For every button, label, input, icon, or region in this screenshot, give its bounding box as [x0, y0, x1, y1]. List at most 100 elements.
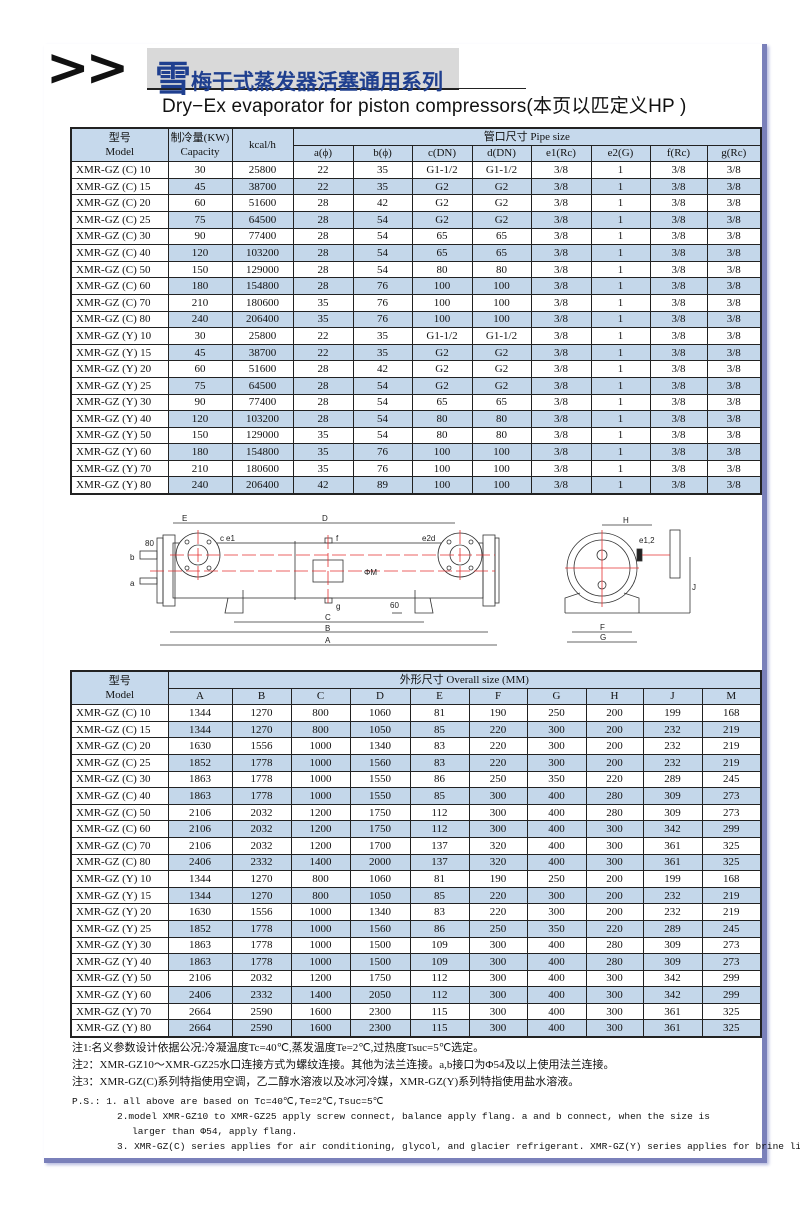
- value-cell: 76: [352, 310, 413, 329]
- model-header: 型号 Model: [70, 670, 169, 706]
- table-row: XMR-GZ (C) 25 1852 1778 1000 1560 83 220 300 200…: [70, 753, 762, 772]
- value-cell: 81: [409, 704, 470, 722]
- column-header: E: [409, 687, 470, 706]
- model-cell: XMR-GZ (C) 10: [70, 704, 169, 722]
- value-cell: G2: [411, 194, 473, 212]
- value-cell: 325: [701, 1002, 762, 1021]
- model-cell: XMR-GZ (Y) 60: [70, 986, 169, 1004]
- value-cell: 1750: [349, 803, 411, 822]
- value-cell: 154800: [231, 443, 294, 461]
- value-cell: G1-1/2: [411, 161, 473, 179]
- value-cell: 22: [292, 343, 354, 362]
- pipe-size-table: 型号 Model 制冷量(KW) Capacity kcal/h 管口尺寸 Pipe…: [70, 127, 763, 496]
- value-cell: 300: [585, 820, 644, 838]
- value-cell: 1560: [349, 753, 411, 772]
- value-cell: 3/8: [706, 360, 762, 378]
- table-row: XMR-GZ (C) 15 45 38700 22 35 G2 G2 3/8 1 3/8 3/8: [70, 177, 762, 196]
- value-cell: 80: [411, 260, 473, 279]
- value-cell: 1344: [167, 870, 233, 888]
- value-cell: 1270: [231, 886, 292, 905]
- value-cell: 250: [526, 870, 587, 888]
- kcal-header: kcal/h: [231, 127, 294, 163]
- table-row: XMR-GZ (Y) 80 2664 2590 1600 2300 115 300 400 30…: [70, 1019, 762, 1038]
- value-cell: 60: [167, 360, 233, 378]
- value-cell: 75: [167, 210, 233, 229]
- model-cell: XMR-GZ (Y) 50: [70, 426, 169, 445]
- double-chevron-icon: >>: [46, 38, 129, 98]
- table-row: XMR-GZ (C) 30 1863 1778 1000 1550 86 250 350 220…: [70, 770, 762, 789]
- note-2: 注2：XMR-GZ10～XMR-GZ25水口连接方式为螺纹连接。其他为法兰连接。…: [72, 1059, 615, 1071]
- model-cell: XMR-GZ (C) 40: [70, 787, 169, 805]
- table-row: XMR-GZ (Y) 40 120 103200 28 54 80 80 3/8 1 3/8 3/8: [70, 410, 762, 428]
- value-cell: 2032: [231, 969, 292, 988]
- table-row: XMR-GZ (C) 25 75 64500 28 54 G2 G2 3/8 1 3/8 3/8: [70, 210, 762, 229]
- value-cell: 2332: [231, 853, 292, 872]
- value-cell: 64500: [231, 210, 294, 229]
- value-cell: 28: [292, 376, 354, 395]
- model-cell: XMR-GZ (Y) 80: [70, 1019, 169, 1038]
- value-cell: 75: [167, 376, 233, 395]
- value-cell: 309: [642, 936, 703, 955]
- table-row: XMR-GZ (Y) 60 2406 2332 1400 2050 112 300 400 30…: [70, 986, 762, 1004]
- table-row: XMR-GZ (Y) 25 75 64500 28 54 G2 G2 3/8 1 3/8 3/8: [70, 376, 762, 395]
- value-cell: 51600: [231, 194, 294, 212]
- value-cell: 28: [292, 277, 354, 295]
- value-cell: 1060: [349, 870, 411, 888]
- table-row: XMR-GZ (Y) 80 240 206400 42 89 100 100 3/8 1 3/8 3…: [70, 476, 762, 495]
- value-cell: 3/8: [649, 443, 708, 461]
- value-cell: 100: [411, 476, 473, 495]
- svg-text:H: H: [623, 516, 629, 525]
- value-cell: 1700: [349, 836, 411, 855]
- value-cell: 280: [585, 787, 644, 805]
- capacity-header: 制冷量(KW) Capacity: [167, 127, 233, 163]
- value-cell: 80: [471, 410, 532, 428]
- table-row: XMR-GZ (Y) 70 210 180600 35 76 100 100 3/8 1 3/8 3…: [70, 459, 762, 478]
- end-view-labels: H e1,2 J F G: [600, 516, 696, 642]
- value-cell: 232: [642, 737, 703, 755]
- value-cell: 54: [352, 260, 413, 279]
- value-cell: 2332: [231, 986, 292, 1004]
- value-cell: 65: [411, 393, 473, 412]
- model-cell: XMR-GZ (C) 70: [70, 836, 169, 855]
- value-cell: 90: [167, 393, 233, 412]
- value-cell: 3/8: [706, 161, 762, 179]
- value-cell: 361: [642, 836, 703, 855]
- value-cell: 3/8: [706, 426, 762, 445]
- value-cell: 400: [526, 1019, 587, 1038]
- value-cell: 1: [590, 210, 651, 229]
- model-cell: XMR-GZ (C) 25: [70, 753, 169, 772]
- value-cell: 2032: [231, 803, 292, 822]
- value-cell: 273: [701, 787, 762, 805]
- table-row: XMR-GZ (Y) 30 1863 1778 1000 1500 109 300 400 28…: [70, 936, 762, 955]
- value-cell: 219: [701, 753, 762, 772]
- value-cell: 80: [411, 410, 473, 428]
- value-cell: 3/8: [530, 376, 592, 395]
- value-cell: 1400: [290, 853, 351, 872]
- value-cell: 1600: [290, 1019, 351, 1038]
- model-cell: XMR-GZ (C) 60: [70, 277, 169, 295]
- value-cell: 180: [167, 277, 233, 295]
- note-1: 注1:名义参数设计依据公况:冷凝温度Tc=40℃,蒸发温度Te=2℃,过热度Ts…: [72, 1042, 485, 1054]
- value-cell: 60: [167, 194, 233, 212]
- model-cell: XMR-GZ (Y) 40: [70, 410, 169, 428]
- value-cell: 400: [526, 820, 587, 838]
- model-cell: XMR-GZ (Y) 20: [70, 903, 169, 921]
- value-cell: 86: [409, 919, 470, 938]
- value-cell: 2032: [231, 820, 292, 838]
- column-header: H: [585, 687, 644, 706]
- value-cell: 232: [642, 753, 703, 772]
- value-cell: 232: [642, 720, 703, 739]
- model-cell: XMR-GZ (C) 10: [70, 161, 169, 179]
- value-cell: 1000: [290, 770, 351, 789]
- value-cell: 100: [471, 476, 532, 495]
- value-cell: 35: [352, 327, 413, 345]
- value-cell: 137: [409, 836, 470, 855]
- value-cell: 280: [585, 936, 644, 955]
- value-cell: 54: [352, 410, 413, 428]
- value-cell: 300: [585, 969, 644, 988]
- value-cell: 1270: [231, 704, 292, 722]
- model-cell: XMR-GZ (C) 80: [70, 853, 169, 872]
- value-cell: 54: [352, 426, 413, 445]
- chinese-notes: 注1:名义参数设计依据公况:冷凝温度Tc=40℃,蒸发温度Te=2℃,过热度Ts…: [72, 1040, 614, 1091]
- value-cell: 120: [167, 410, 233, 428]
